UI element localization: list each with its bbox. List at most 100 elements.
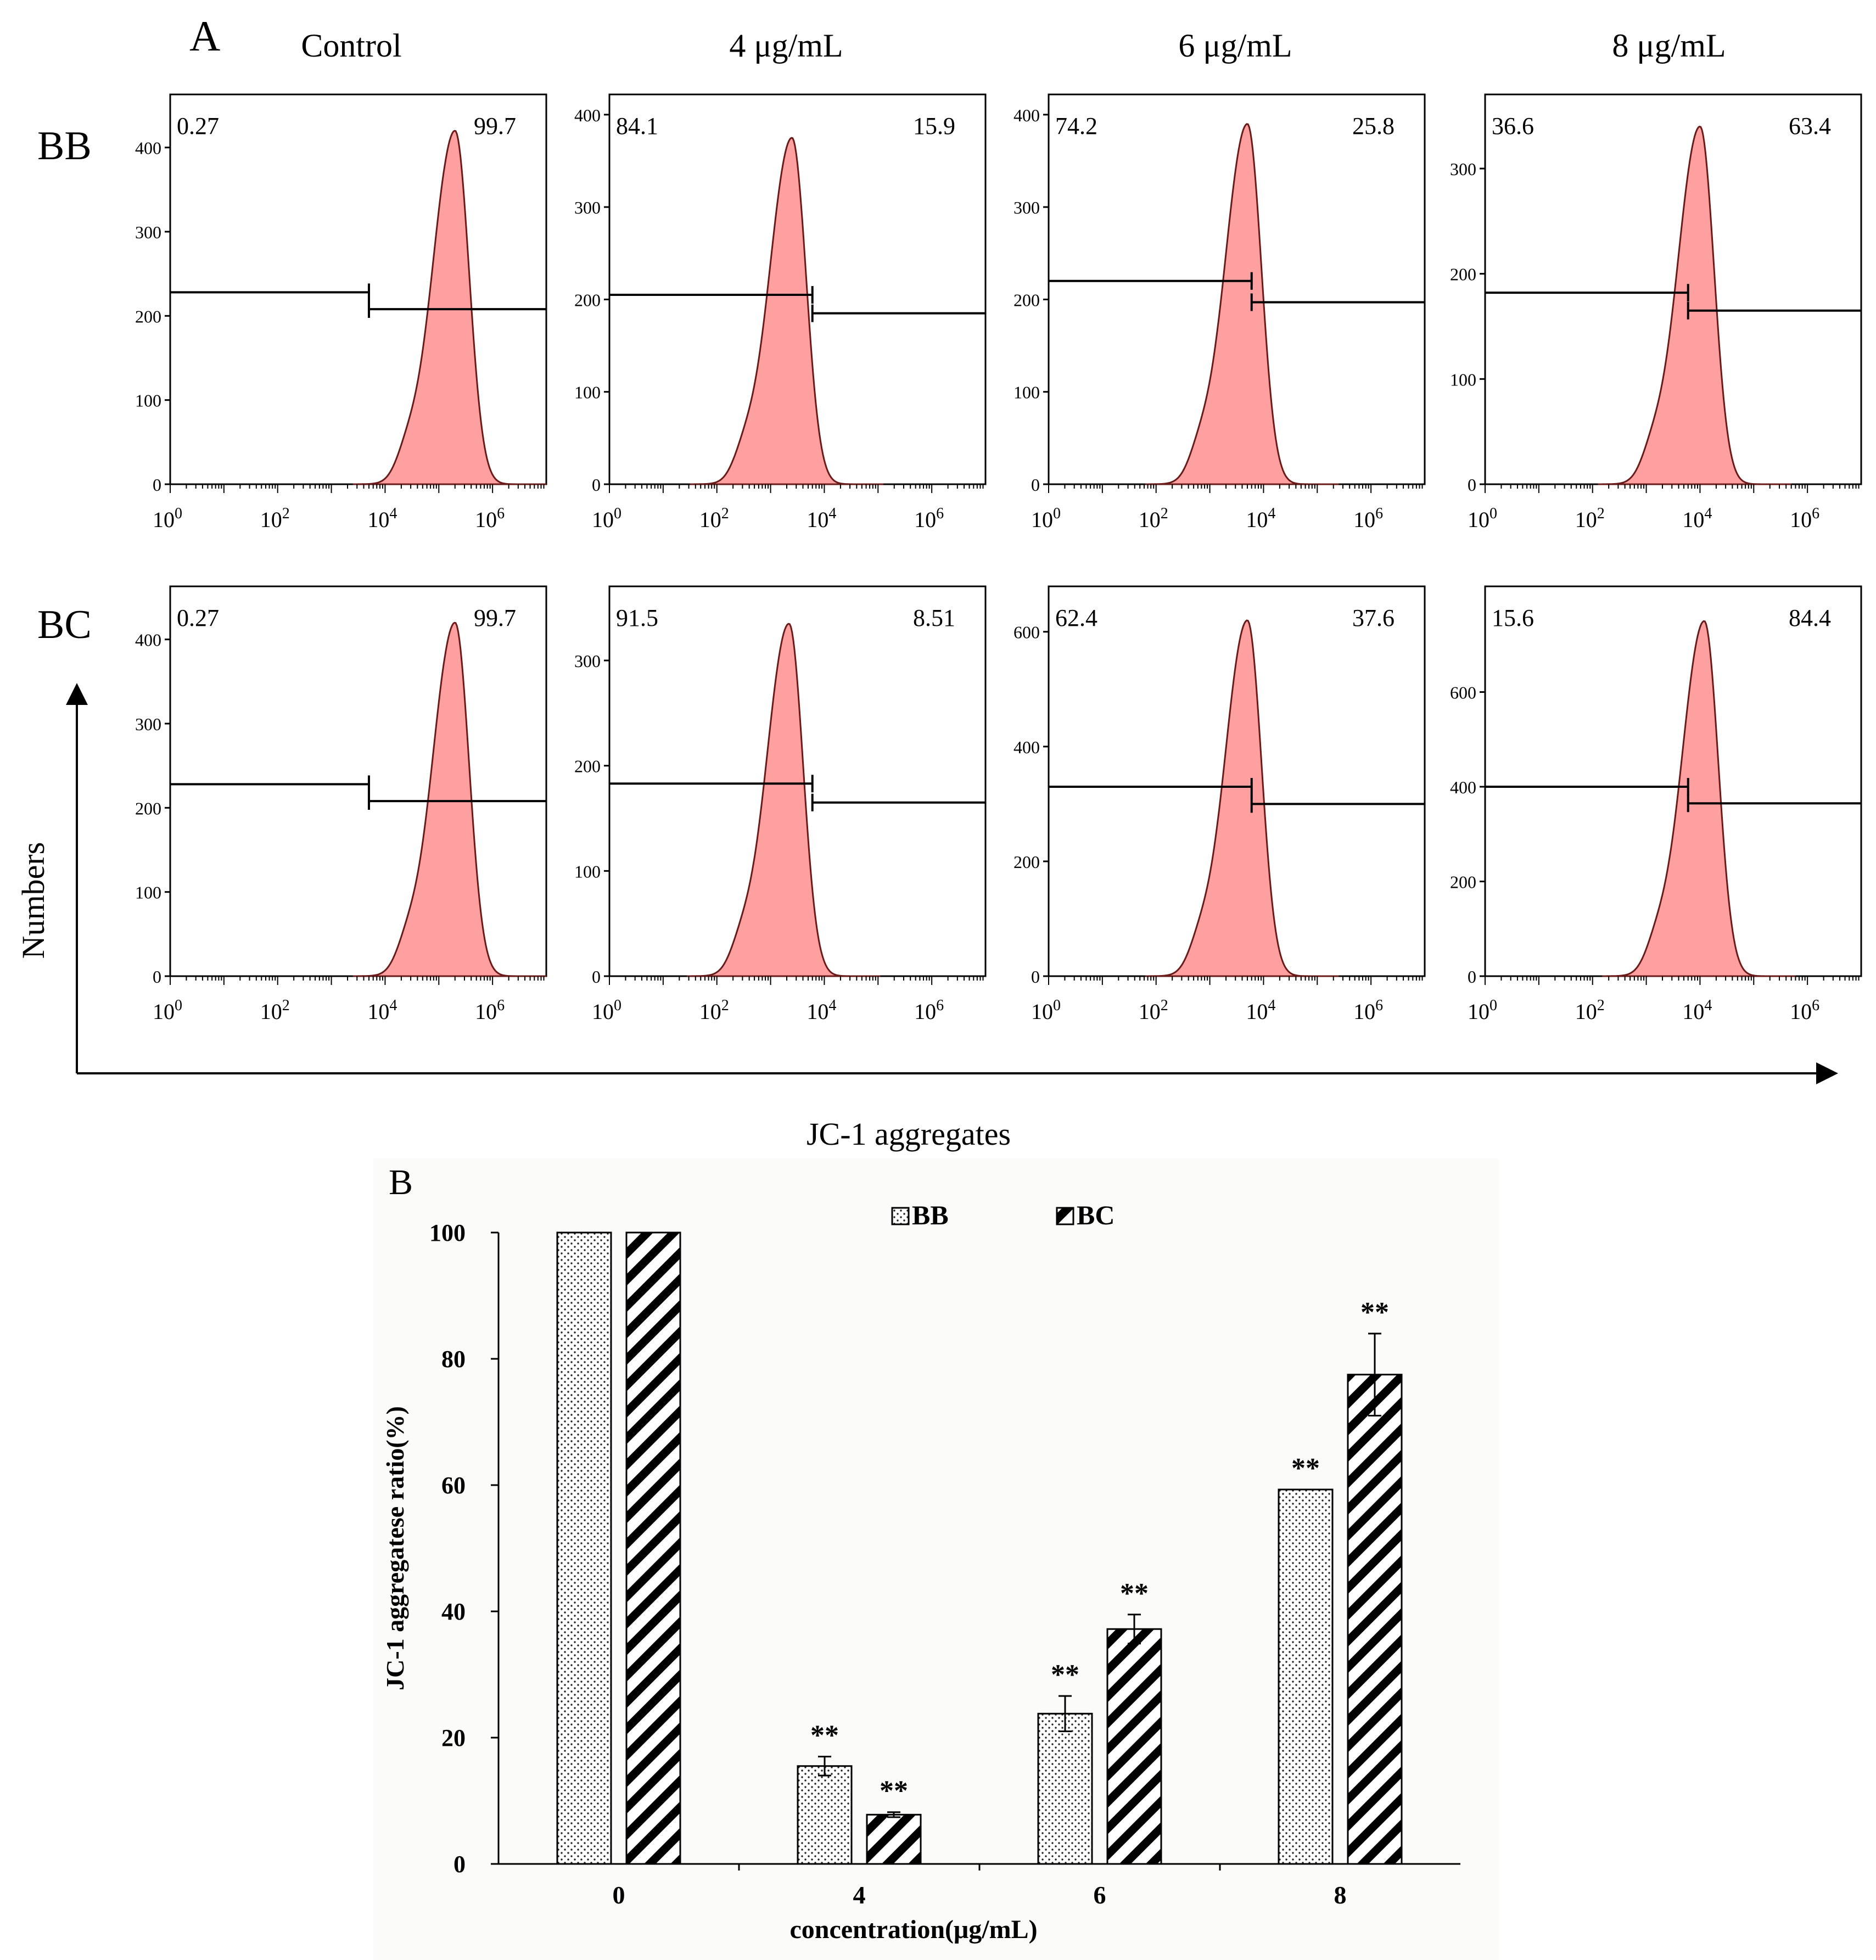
y-tick-label: 0 [1468,475,1476,495]
histogram-panel-bc-7: 15.6 84.4 0 200 400 600 100 102 104 106 [1450,585,1862,1024]
histogram-distribution [352,130,546,485]
gate-left-percent: 84.1 [616,113,658,139]
bar-y-tick-label: 60 [441,1472,466,1499]
y-tick-label: 200 [135,798,161,818]
y-tick-label: 300 [135,714,161,734]
y-tick-label: 0 [1031,475,1040,495]
y-tick-label: 200 [574,757,601,776]
bar-x-tick-label: 8 [1334,1881,1347,1909]
x-tick-label: 104 [807,997,836,1024]
significance-mark: ** [810,1720,839,1751]
histogram-panel-bb-2: 74.2 25.8 0 100 200 300 400 100 102 104 106 [1013,93,1426,532]
x-tick-label: 104 [1246,997,1275,1024]
significance-mark: ** [1051,1659,1079,1690]
x-tick-label: 102 [1139,997,1168,1024]
gate-right-percent: 99.7 [474,113,516,139]
y-tick-label: 0 [592,475,601,495]
gate-left-percent: 15.6 [1492,604,1534,631]
x-tick-label: 100 [592,997,621,1024]
x-tick-label: 104 [1682,505,1712,532]
histogram-panel-bb-3: 36.6 63.4 0 100 200 300 100 102 104 106 [1450,93,1862,532]
significance-mark: ** [880,1776,908,1807]
histogram-distribution [690,137,883,485]
y-tick-label: 100 [1013,383,1040,402]
bar-y-tick-label: 40 [441,1598,466,1625]
y-tick-label: 100 [1450,369,1476,389]
significance-mark: ** [1291,1453,1320,1484]
legend-label-bc: BC [1077,1200,1115,1230]
y-tick-label: 0 [153,475,161,495]
histogram-frame [169,585,547,977]
significance-mark: ** [1360,1297,1389,1328]
y-tick-label: 400 [1450,777,1476,797]
x-tick-label: 104 [807,505,836,532]
x-tick-label: 100 [1468,505,1497,532]
bar-bb-6 [1037,1712,1093,1865]
column-label-4: 4 μg/mL [729,27,843,64]
y-tick-label: 0 [1468,967,1476,987]
x-tick-label: 106 [1790,505,1819,532]
legend-swatch-bc [1056,1207,1074,1225]
histogram-distribution [1602,620,1796,977]
x-tick-label: 104 [367,997,397,1024]
x-tick-label: 100 [153,997,182,1024]
bar-y-tick-label: 0 [453,1851,466,1878]
legend-swatch-bb [891,1207,910,1225]
x-tick-label: 102 [699,997,729,1024]
y-tick-label: 600 [1013,623,1040,642]
bar-x-tick-label: 4 [853,1881,866,1909]
x-axis-label-jc1: JC-1 aggregates [807,1116,1011,1152]
y-tick-label: 200 [1013,852,1040,872]
y-tick-label: 300 [574,651,601,671]
x-tick-label: 106 [1353,997,1383,1024]
column-label-control: Control [301,27,401,64]
histogram-distribution [1145,123,1339,485]
y-tick-label: 400 [1013,737,1040,757]
bar-bb-8 [1278,1488,1334,1865]
x-tick-label: 100 [1031,997,1061,1024]
panel-a-label: A [189,12,220,60]
y-tick-label: 300 [574,198,601,217]
y-tick-label: 300 [1450,159,1476,179]
bar-bc-4 [866,1813,922,1865]
x-tick-label: 102 [1575,997,1605,1024]
bar-bc-0 [625,1231,681,1865]
x-tick-label: 102 [260,505,290,532]
legend-label-bb: BB [912,1200,949,1230]
y-tick-label: 200 [1450,265,1476,284]
gate-right-percent: 84.4 [1789,604,1831,631]
x-tick-label: 106 [475,997,505,1024]
histogram-frame [169,93,547,485]
x-tick-label: 100 [1468,997,1497,1024]
gate-left-percent: 0.27 [177,113,219,139]
histogram-distribution [687,623,881,977]
y-tick-label: 100 [135,391,161,411]
x-tick-label: 102 [699,505,729,532]
y-tick-label: 0 [1031,967,1040,987]
row-label-bb: BB [37,124,92,169]
gate-left-percent: 0.27 [177,604,219,631]
column-labels: Control 4 μg/mL 6 μg/mL 8 μg/mL [301,27,1726,64]
bar-y-tick-label: 100 [429,1219,466,1246]
gate-left-percent: 36.6 [1492,113,1534,139]
gate-right-percent: 37.6 [1352,604,1395,631]
x-tick-label: 106 [914,505,944,532]
x-tick-label: 106 [1353,505,1383,532]
x-tick-label: 102 [260,997,290,1024]
row-label-bc: BC [37,602,92,647]
y-tick-label: 400 [135,138,161,158]
y-tick-label: 200 [135,306,161,326]
bar-bc-6 [1106,1628,1162,1865]
y-tick-label: 100 [135,883,161,903]
x-tick-label: 104 [1682,997,1712,1024]
x-tick-label: 104 [1246,505,1275,532]
histogram-panels: 0.27 99.7 0 100 200 300 400 100 102 104 106 84.1 15.… [135,93,1862,1024]
x-tick-label: 106 [1790,997,1819,1024]
bar-x-axis-label: concentration(μg/mL) [789,1915,1037,1944]
y-tick-label: 600 [1450,683,1476,703]
bar-y-tick-label: 80 [441,1346,466,1373]
x-tick-label: 102 [1139,505,1168,532]
histogram-distribution [1598,125,1791,485]
y-tick-label: 200 [574,290,601,310]
